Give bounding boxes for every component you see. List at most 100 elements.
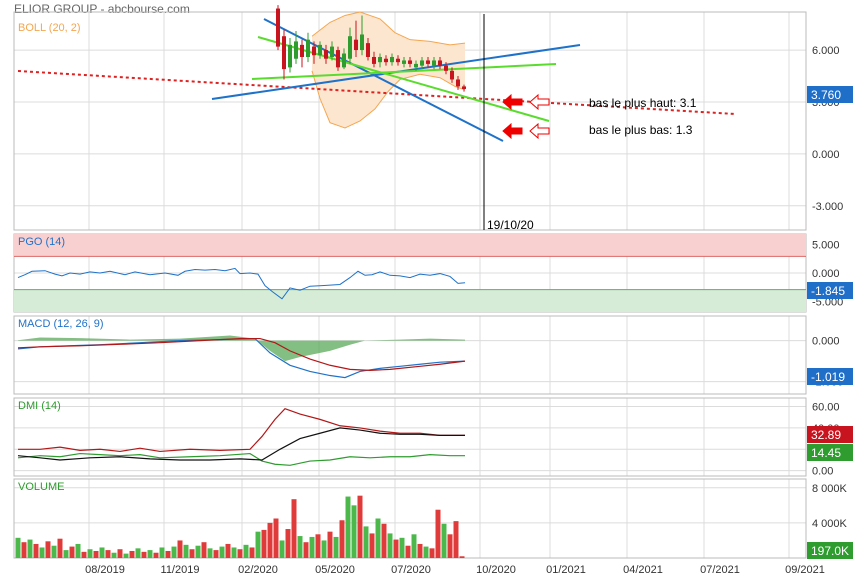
x-tick-label: 07/2021: [700, 564, 740, 576]
candle-body: [336, 50, 340, 68]
pgo-title: PGO (14): [18, 236, 66, 248]
volume-bar: [357, 495, 363, 558]
candle-body: [414, 63, 418, 68]
volume-bar: [75, 543, 81, 558]
x-tick-label: 11/2019: [161, 564, 200, 576]
date-marker-label: 19/10/20: [487, 218, 534, 232]
candle-body: [384, 58, 388, 63]
candle-body: [378, 56, 382, 63]
candle-body: [444, 65, 448, 71]
dmi-minus-value-bg: [807, 444, 853, 461]
macd-histogram: [18, 335, 465, 362]
dmi-minus-line: [17, 452, 465, 466]
y-tick-label: 0.00: [812, 466, 833, 478]
volume-bar: [183, 544, 189, 558]
volume-bar: [459, 556, 465, 558]
volume-bar: [93, 550, 99, 558]
volume-bar: [387, 533, 393, 558]
pgo-overbought-band: [14, 234, 806, 257]
volume-bar: [417, 543, 423, 558]
volume-bar: [285, 529, 291, 558]
volume-bar: [153, 552, 159, 558]
x-tick-label: 10/2020: [476, 564, 516, 576]
panels-layer: [13, 11, 807, 559]
candle-body: [354, 39, 358, 51]
volume-bar: [369, 533, 375, 558]
volume-bar: [135, 548, 141, 558]
volume-bar: [225, 543, 231, 558]
volume-bar: [147, 550, 153, 558]
volume-bar: [447, 534, 453, 558]
dmi-title: DMI (14): [18, 400, 61, 412]
panel-frame-0: [13, 11, 807, 231]
x-tick-label: 09/2021: [785, 564, 825, 576]
candle-body: [324, 50, 328, 59]
y-tick-label: 0.000: [812, 149, 840, 161]
volume-bar: [297, 536, 303, 558]
volume-bar: [165, 550, 171, 558]
y-tick-label: -3.000: [812, 201, 843, 213]
candle-body: [438, 60, 442, 66]
y-tick-label: 0.000: [812, 336, 840, 348]
arrow-low-filled: [502, 122, 523, 140]
candle-body: [294, 41, 298, 59]
blue-trendline-down: [263, 18, 504, 142]
volume-bar: [123, 553, 129, 558]
volume-bar: [57, 538, 63, 558]
volume-bar: [255, 531, 261, 558]
volume-bar: [405, 545, 411, 558]
volume-bar: [195, 545, 201, 558]
x-tick-label: 04/2021: [623, 564, 663, 576]
candle-body: [432, 60, 436, 66]
volume-bar: [267, 522, 273, 558]
candle-body: [408, 60, 412, 64]
volume-bar: [219, 546, 225, 558]
volume-bar: [81, 551, 87, 558]
volume-bar: [51, 545, 57, 558]
x-tick-label: 07/2020: [391, 564, 431, 576]
candle-body: [450, 70, 454, 80]
candle-body: [462, 86, 466, 89]
volume-bar: [321, 540, 327, 558]
volume-current-value-bg: [807, 542, 853, 559]
volume-bar: [111, 552, 117, 558]
panel-frame-3: [13, 397, 807, 477]
boll-upper-band: [311, 11, 466, 46]
pgo-current-value: -1.845: [811, 284, 845, 298]
volume-bar: [231, 547, 237, 558]
volume-bar: [273, 518, 279, 558]
volume-bar: [171, 546, 177, 558]
x-tick-label: 01/2021: [546, 564, 586, 576]
volume-bar: [393, 539, 399, 558]
candle-body: [390, 56, 394, 63]
volume-bar: [87, 549, 93, 558]
volume-bar: [345, 496, 351, 558]
volume-bar: [21, 542, 27, 558]
candle-body: [330, 46, 334, 57]
arrow-high-filled: [502, 93, 523, 111]
volume-bar: [453, 521, 459, 558]
x-tick-label: 02/2020: [238, 564, 278, 576]
dmi-adx-line: [17, 427, 465, 461]
candle-body: [300, 44, 304, 57]
volume-bar: [15, 537, 21, 558]
boll-current-value: 3.760: [811, 88, 841, 102]
volume-bar: [375, 518, 381, 558]
volume-bar: [207, 548, 213, 558]
candle-body: [342, 53, 346, 68]
candle-body: [420, 60, 424, 66]
volume-bar: [261, 529, 267, 558]
volume-bar: [243, 544, 249, 558]
volume-bar: [63, 550, 69, 558]
dmi-plus-line: [18, 407, 465, 453]
volume-bar: [159, 547, 165, 558]
volume-current-value: 197.0K: [811, 544, 849, 558]
volume-bar: [303, 542, 309, 558]
volume-bar: [249, 547, 255, 558]
x-tick-label: 05/2020: [315, 564, 355, 576]
panel-frame-2: [13, 315, 807, 395]
pgo-current-value-bg: [807, 282, 853, 299]
candle-body: [282, 36, 286, 70]
